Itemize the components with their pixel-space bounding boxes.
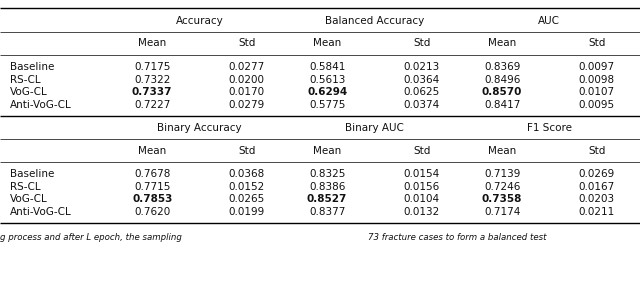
Text: 0.5613: 0.5613 [309,75,346,85]
Text: 0.8369: 0.8369 [484,62,520,72]
Text: 0.8417: 0.8417 [484,100,520,110]
Text: Accuracy: Accuracy [175,16,223,26]
Text: Balanced Accuracy: Balanced Accuracy [324,16,424,26]
Text: Anti-VoG-CL: Anti-VoG-CL [10,100,71,110]
Text: 0.8570: 0.8570 [482,87,522,98]
Text: 0.0156: 0.0156 [403,182,440,192]
Text: 0.0279: 0.0279 [228,100,265,110]
Text: g process and after L epoch, the sampling: g process and after L epoch, the samplin… [0,232,182,242]
Text: 0.0167: 0.0167 [579,182,614,192]
Text: 0.0097: 0.0097 [579,62,614,72]
Text: Binary Accuracy: Binary Accuracy [157,123,242,133]
Text: 0.7227: 0.7227 [134,100,170,110]
Text: Mean: Mean [138,38,166,49]
Text: VoG-CL: VoG-CL [10,87,47,98]
Text: 73 fracture cases to form a balanced test: 73 fracture cases to form a balanced tes… [368,232,547,242]
Text: 0.7337: 0.7337 [132,87,173,98]
Text: Anti-VoG-CL: Anti-VoG-CL [10,207,71,217]
Text: F1 Score: F1 Score [527,123,572,133]
Text: Std: Std [238,38,255,49]
Text: 0.0154: 0.0154 [403,169,440,179]
Text: 0.8386: 0.8386 [309,182,346,192]
Text: 0.0199: 0.0199 [228,207,265,217]
Text: Mean: Mean [313,38,341,49]
Text: 0.8325: 0.8325 [309,169,346,179]
Text: 0.7322: 0.7322 [134,75,170,85]
Text: 0.8496: 0.8496 [484,75,520,85]
Text: 0.0132: 0.0132 [403,207,440,217]
Text: 0.7246: 0.7246 [484,182,520,192]
Text: 0.6294: 0.6294 [307,87,348,98]
Text: Baseline: Baseline [10,169,54,179]
Text: Std: Std [413,146,430,156]
Text: Std: Std [413,38,430,49]
Text: Std: Std [238,146,255,156]
Text: 0.7678: 0.7678 [134,169,170,179]
Text: RS-CL: RS-CL [10,182,40,192]
Text: Std: Std [588,38,605,49]
Text: 0.0170: 0.0170 [228,87,265,98]
Text: 0.0200: 0.0200 [228,75,265,85]
Text: 0.7358: 0.7358 [482,194,522,205]
Text: 0.0095: 0.0095 [579,100,614,110]
Text: 0.0107: 0.0107 [579,87,614,98]
Text: Std: Std [588,146,605,156]
Text: 0.7139: 0.7139 [484,169,520,179]
Text: 0.5841: 0.5841 [309,62,346,72]
Text: 0.0364: 0.0364 [403,75,440,85]
Text: 0.0098: 0.0098 [579,75,614,85]
Text: 0.5775: 0.5775 [309,100,346,110]
Text: 0.0265: 0.0265 [228,194,265,205]
Text: 0.0203: 0.0203 [579,194,614,205]
Text: 0.0269: 0.0269 [579,169,614,179]
Text: 0.7853: 0.7853 [132,194,172,205]
Text: Mean: Mean [488,38,516,49]
Text: Mean: Mean [488,146,516,156]
Text: 0.8527: 0.8527 [307,194,348,205]
Text: AUC: AUC [538,16,561,26]
Text: 0.7175: 0.7175 [134,62,170,72]
Text: VoG-CL: VoG-CL [10,194,47,205]
Text: 0.0368: 0.0368 [228,169,265,179]
Text: 0.0213: 0.0213 [403,62,440,72]
Text: 0.7620: 0.7620 [134,207,170,217]
Text: Baseline: Baseline [10,62,54,72]
Text: 0.0625: 0.0625 [403,87,440,98]
Text: RS-CL: RS-CL [10,75,40,85]
Text: 0.0211: 0.0211 [579,207,614,217]
Text: Mean: Mean [313,146,341,156]
Text: 0.7174: 0.7174 [484,207,520,217]
Text: Binary AUC: Binary AUC [345,123,404,133]
Text: Mean: Mean [138,146,166,156]
Text: 0.0104: 0.0104 [404,194,440,205]
Text: 0.0152: 0.0152 [228,182,265,192]
Text: 0.0374: 0.0374 [403,100,440,110]
Text: 0.7715: 0.7715 [134,182,170,192]
Text: 0.8377: 0.8377 [309,207,346,217]
Text: 0.0277: 0.0277 [228,62,265,72]
